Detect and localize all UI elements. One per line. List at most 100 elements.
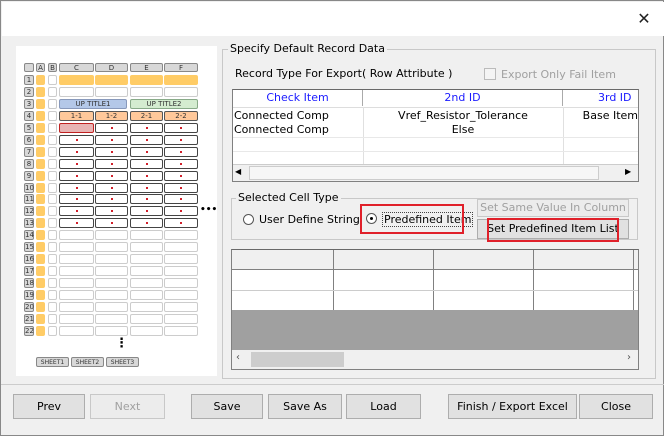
- set-same-value-button[interactable]: Set Same Value In Column: [477, 199, 629, 217]
- empty-cell: [130, 290, 163, 301]
- empty-cell: [59, 325, 94, 336]
- sheet-tab[interactable]: SHEET2: [71, 357, 104, 367]
- column-header[interactable]: Check Item: [233, 90, 363, 106]
- column-b-cell: [48, 134, 57, 145]
- row-number-cell: 10: [24, 182, 34, 193]
- column-header[interactable]: 3rd ID: [563, 90, 638, 106]
- data-cell: [164, 182, 198, 193]
- data-marker: [75, 150, 78, 153]
- column-a-cell: [36, 98, 45, 109]
- sheet-tab[interactable]: SHEET3: [106, 357, 139, 367]
- title-bar: [2, 2, 664, 36]
- next-button[interactable]: Next: [90, 394, 165, 419]
- data-cell: [164, 218, 198, 229]
- prev-button[interactable]: Prev: [13, 394, 85, 419]
- data-marker: [145, 210, 148, 213]
- data-cell: [95, 218, 128, 229]
- empty-cell: [59, 230, 94, 241]
- empty-cell: [59, 290, 94, 301]
- finish-export-button[interactable]: Finish / Export Excel: [448, 394, 577, 419]
- sheet-tab[interactable]: SHEET1: [36, 357, 69, 367]
- empty-cell: [164, 230, 198, 241]
- data-marker: [145, 138, 148, 141]
- column-b-cell: [48, 266, 57, 277]
- save-button[interactable]: Save: [191, 394, 263, 419]
- scroll-left-icon[interactable]: ◀: [235, 167, 242, 176]
- cell-type-title: Selected Cell Type: [236, 191, 341, 204]
- data-marker: [110, 174, 113, 177]
- load-button[interactable]: Load: [346, 394, 421, 419]
- predefined-label[interactable]: Predefined Item: [382, 212, 474, 227]
- column-b-cell: [48, 313, 57, 324]
- empty-cell: [95, 290, 128, 301]
- set-predefined-list-button[interactable]: Set Predefined Item List: [477, 219, 629, 239]
- data-cell: [130, 122, 163, 133]
- export-only-fail-label: Export Only Fail Item: [501, 68, 616, 81]
- row-number-cell: 12: [24, 206, 34, 217]
- close-button[interactable]: Close: [579, 394, 653, 419]
- horizontal-scrollbar[interactable]: ‹ ›: [232, 350, 638, 369]
- empty-cell: [130, 266, 163, 277]
- data-marker: [145, 198, 148, 201]
- table-cell[interactable]: Connected Comp: [234, 109, 329, 122]
- empty-cell: [130, 254, 163, 265]
- column-a-cell: [36, 290, 45, 301]
- data-marker: [110, 198, 113, 201]
- predefined-radio[interactable]: [366, 213, 377, 224]
- row-number-cell: 18: [24, 278, 34, 289]
- scroll-right-icon[interactable]: ›: [627, 352, 631, 363]
- column-a-cell: [36, 242, 45, 253]
- table-cell[interactable]: Vref_Resistor_Tolerance: [398, 109, 528, 122]
- scrollbar-thumb[interactable]: [249, 166, 599, 180]
- export-only-fail-checkbox[interactable]: [484, 68, 496, 80]
- horizontal-scrollbar[interactable]: ◀ ▶: [233, 164, 638, 181]
- row-number-cell: 13: [24, 218, 34, 229]
- column-header-cell: E: [130, 63, 163, 72]
- data-cell: [130, 182, 163, 193]
- column-b-cell: [48, 158, 57, 169]
- data-marker: [75, 186, 78, 189]
- data-marker: [180, 150, 182, 153]
- data-cell: [164, 146, 198, 157]
- data-marker: [145, 186, 148, 189]
- data-cell: [95, 194, 128, 205]
- data-marker: [110, 138, 113, 141]
- column-header[interactable]: 2nd ID: [363, 90, 563, 106]
- data-marker: [110, 162, 113, 165]
- column-header-cell: D: [95, 63, 128, 72]
- highlight-box: [487, 218, 619, 242]
- row-number-cell: 1: [24, 74, 34, 85]
- scroll-right-icon[interactable]: ▶: [625, 167, 632, 176]
- empty-cell: [95, 266, 128, 277]
- data-cell: [164, 122, 198, 133]
- column-a-cell: [36, 278, 45, 289]
- column-a-cell: [36, 110, 45, 121]
- sub-title-cell: 1-1: [59, 110, 94, 121]
- user-define-label[interactable]: User Define String: [259, 213, 360, 226]
- data-marker: [180, 210, 182, 213]
- blank-cell: [95, 86, 128, 97]
- column-b-cell: [48, 278, 57, 289]
- data-cell: [164, 194, 198, 205]
- row-number-cell: 21: [24, 313, 34, 324]
- empty-cell: [164, 254, 198, 265]
- column-b-cell: [48, 182, 57, 193]
- scrollbar-thumb[interactable]: [251, 352, 344, 367]
- close-icon[interactable]: ✕: [637, 9, 651, 28]
- table-cell[interactable]: Base Item: [582, 109, 638, 122]
- empty-cell: [130, 313, 163, 324]
- column-a-cell: [36, 134, 45, 145]
- blank-cell: [164, 86, 198, 97]
- table-cell[interactable]: Connected Comp: [234, 123, 329, 136]
- table-cell[interactable]: Else: [451, 123, 475, 136]
- save-as-button[interactable]: Save As: [268, 394, 342, 419]
- empty-cell: [59, 254, 94, 265]
- data-cell: [164, 206, 198, 217]
- user-define-radio[interactable]: [243, 214, 254, 225]
- column-b-cell: [48, 218, 57, 229]
- item-grid[interactable]: ‹ ›: [231, 249, 639, 370]
- scroll-left-icon[interactable]: ‹: [236, 352, 240, 363]
- empty-cell: [95, 302, 128, 312]
- record-grid[interactable]: Check Item 2nd ID 3rd ID Connected Comp …: [232, 89, 639, 182]
